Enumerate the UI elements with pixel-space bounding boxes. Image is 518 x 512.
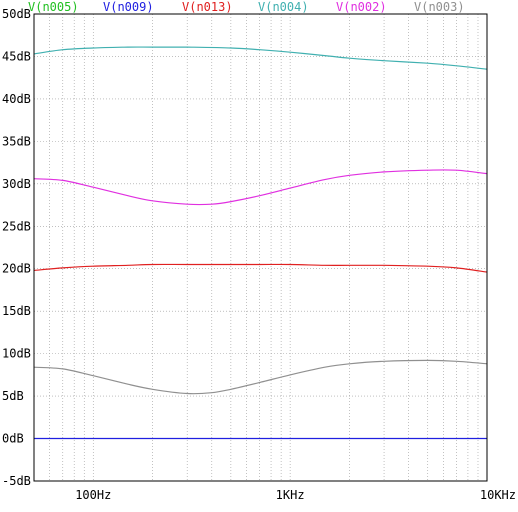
y-tick-label: 20dB (2, 262, 31, 276)
legend-entry: V(n002) (336, 0, 387, 14)
legend-entry: V(n005) (28, 0, 79, 14)
y-tick-label: 5dB (2, 389, 24, 403)
series-line-v-n004 (33, 46, 488, 70)
x-tick-label: 100Hz (75, 488, 111, 502)
y-tick-label: 0dB (2, 432, 24, 446)
legend: V(n005) V(n009) V(n013) V(n004) V(n002) V(n00… (28, 0, 465, 14)
legend-entry: V(n003) (414, 0, 465, 14)
y-tick-label: -5dB (2, 474, 31, 488)
y-tick-label: 25dB (2, 219, 31, 233)
series-line-v-n013 (33, 263, 488, 273)
grid (34, 14, 487, 481)
x-tick-label: 10KHz (480, 488, 516, 502)
y-tick-label: 45dB (2, 49, 31, 63)
x-tick-label: 1KHz (276, 488, 305, 502)
y-axis-ticks: 50dB 45dB 40dB 35dB 30dB 25dB 20dB 15dB 10dB 5dB 0… (2, 7, 31, 488)
legend-entry: V(n009) (103, 0, 154, 14)
y-tick-label: 30dB (2, 177, 31, 191)
plot-frame (33, 13, 488, 482)
legend-entry: V(n004) (258, 0, 309, 14)
x-axis-ticks: 100Hz 1KHz 10KHz (75, 488, 516, 502)
y-tick-label: 10dB (2, 347, 31, 361)
series-lines (33, 46, 488, 440)
y-tick-label: 15dB (2, 304, 31, 318)
legend-entry: V(n013) (182, 0, 233, 14)
y-tick-label: 50dB (2, 7, 31, 21)
y-tick-label: 35dB (2, 134, 31, 148)
y-tick-label: 40dB (2, 92, 31, 106)
series-line-v-n003 (33, 359, 488, 395)
series-line-v-n002 (33, 169, 488, 206)
